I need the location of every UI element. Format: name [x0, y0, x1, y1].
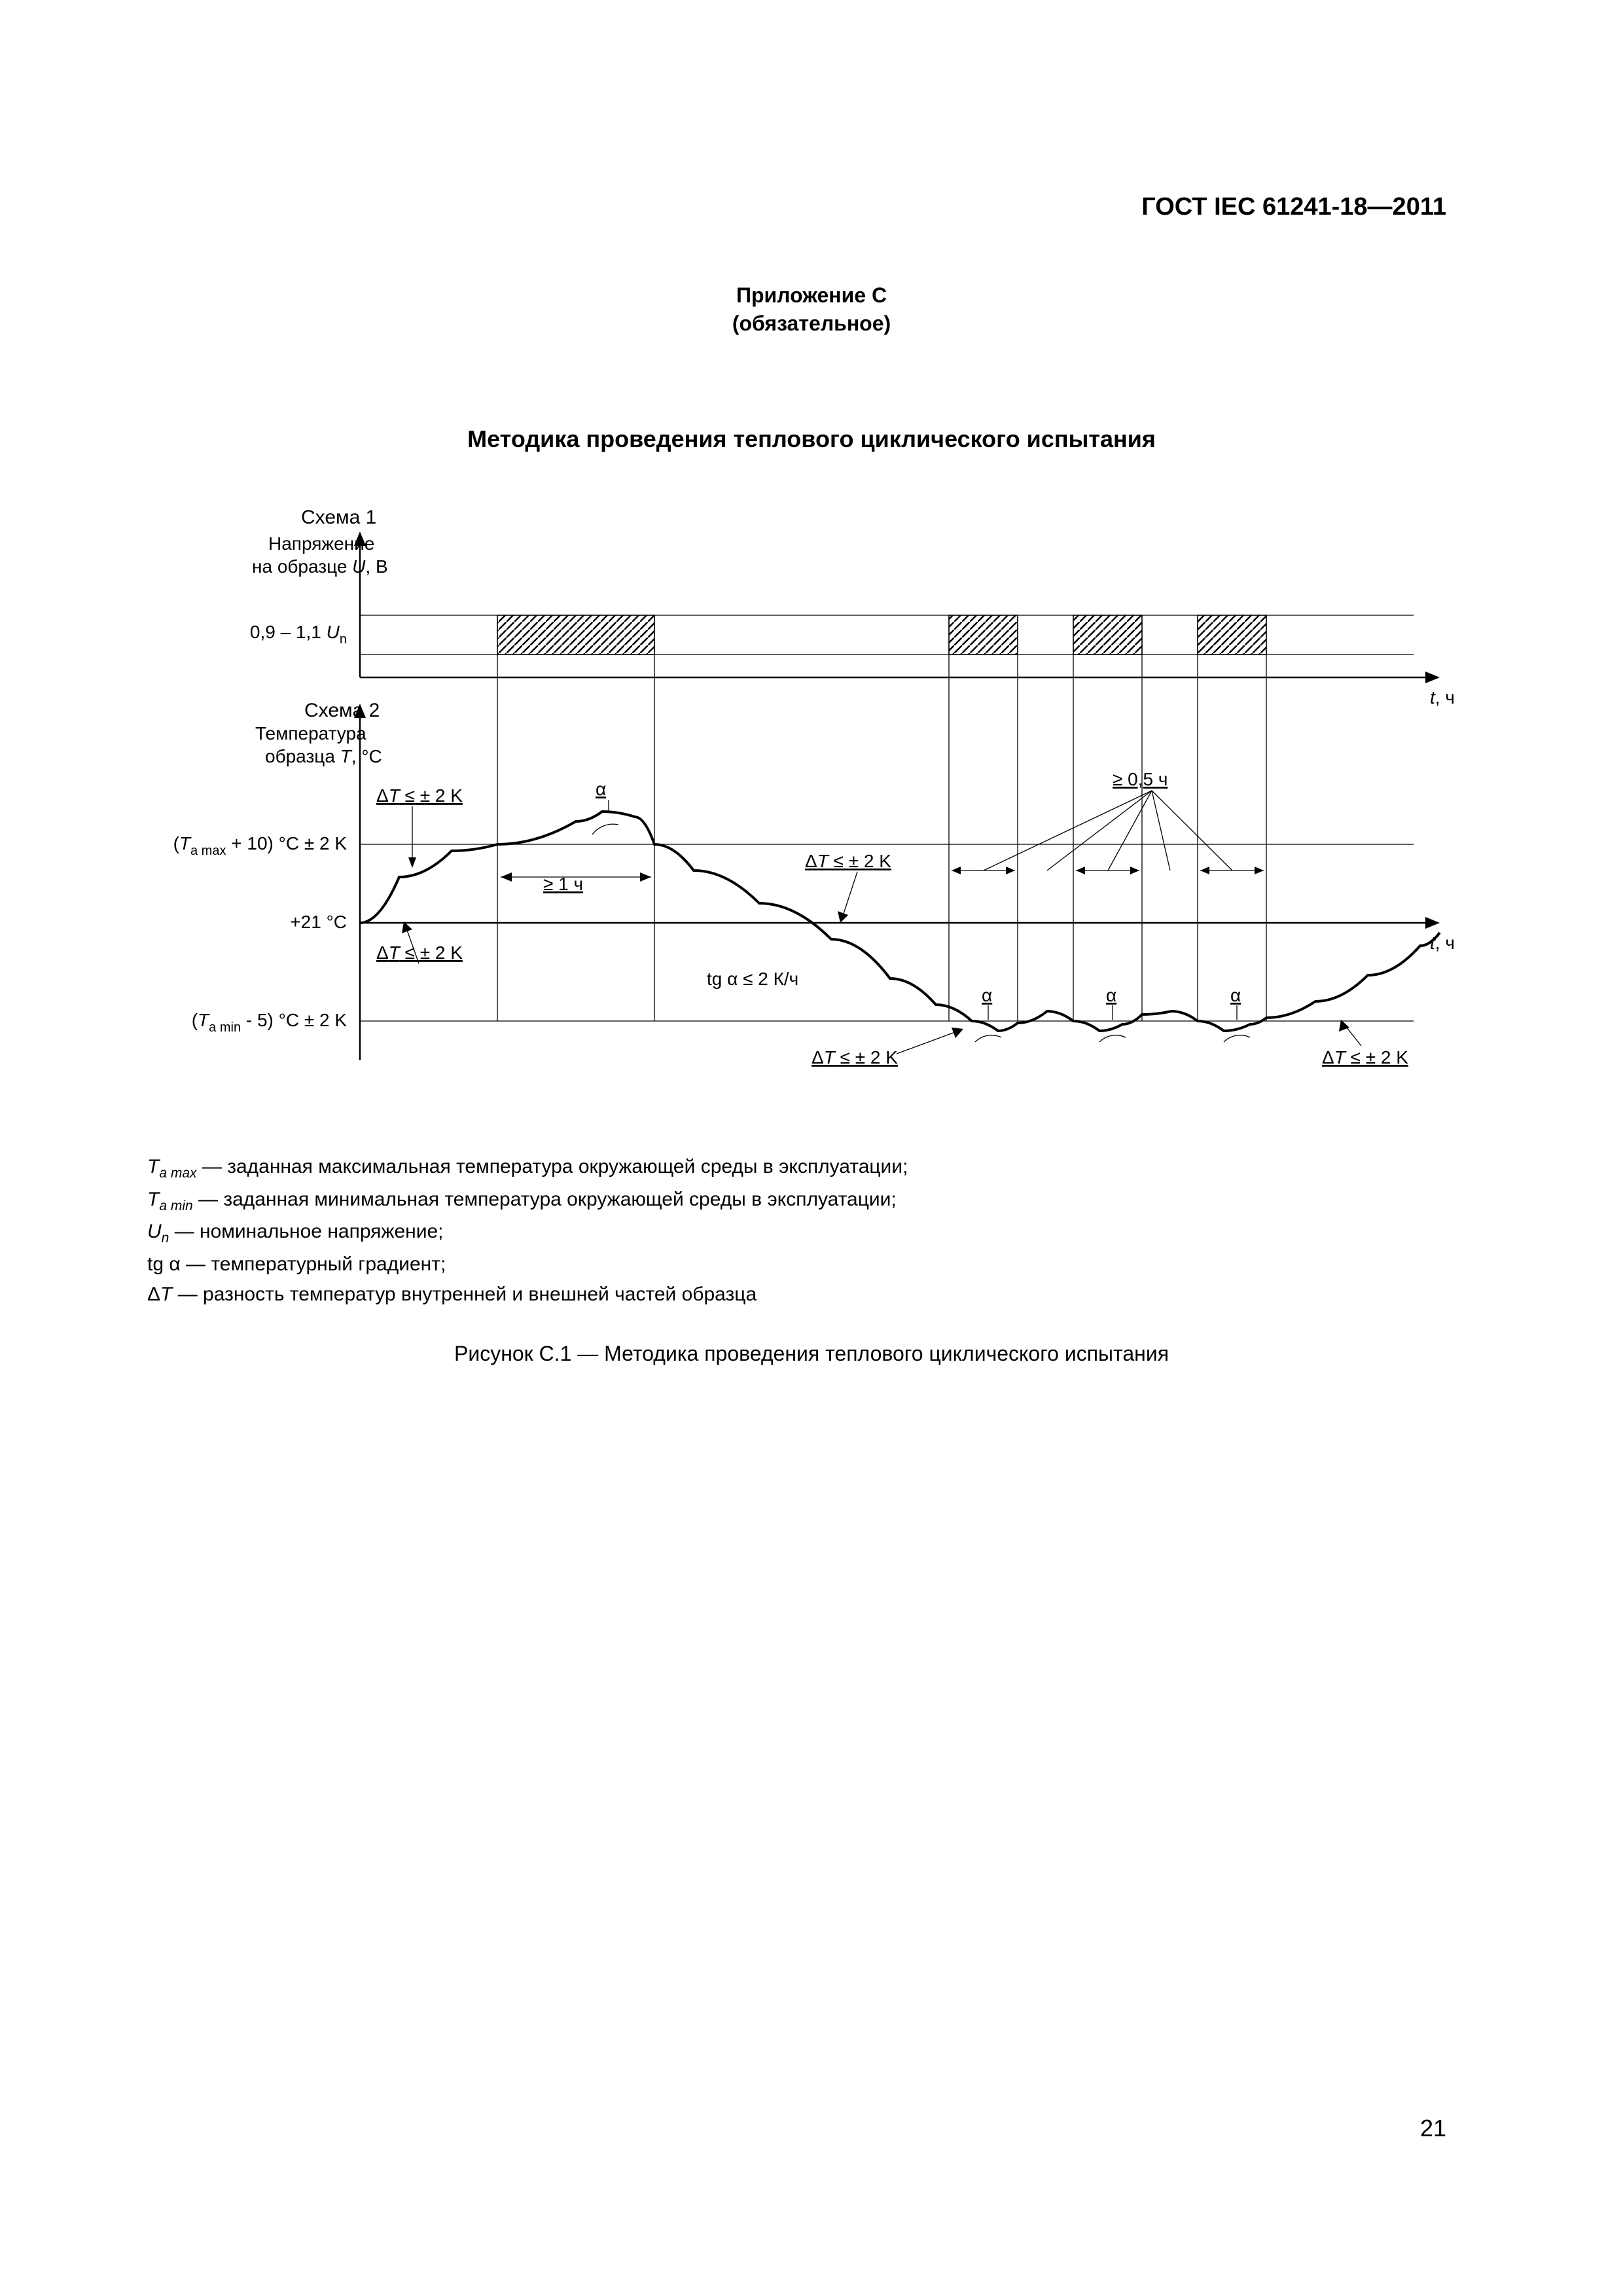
svg-text:+21 °C: +21 °C [290, 912, 347, 932]
legend-text: — заданная минимальная температура окруж… [198, 1189, 897, 1210]
svg-text:t, ч: t, ч [1430, 933, 1455, 953]
section-title: Методика проведения теплового циклическо… [0, 425, 1623, 453]
svg-text:≥ 0,5 ч: ≥ 0,5 ч [1113, 769, 1168, 789]
svg-text:Температура: Температура [255, 723, 366, 744]
svg-text:α: α [596, 779, 606, 799]
svg-text:α: α [1230, 985, 1241, 1005]
svg-text:ΔT ≤ ± 2 K: ΔT ≤ ± 2 K [376, 785, 463, 806]
legend-item: Ta min — заданная минимальная температур… [147, 1185, 1456, 1217]
legend-block: Ta max — заданная максимальная температу… [147, 1152, 1456, 1310]
legend-text: — заданная максимальная температура окру… [202, 1156, 908, 1177]
figure-caption: Рисунок C.1 — Методика проведения теплов… [0, 1342, 1623, 1366]
svg-text:t, ч: t, ч [1430, 687, 1455, 708]
svg-text:0,9 – 1,1 Un: 0,9 – 1,1 Un [250, 622, 347, 647]
legend-item: Ta max — заданная максимальная температу… [147, 1152, 1456, 1185]
thermal-cycle-diagram: Схема 1Напряжениена образце U, Вt, ч0,9 … [137, 504, 1479, 1113]
document-page: ГОСТ IEC 61241-18—2011 Приложение С (обя… [0, 0, 1623, 2296]
annex-status: (обязательное) [0, 310, 1623, 338]
svg-text:на образце U, В: на образце U, В [252, 556, 388, 577]
svg-text:Схема 1: Схема 1 [301, 507, 376, 528]
legend-text: — температурный градиент; [186, 1253, 446, 1275]
page-number: 21 [1420, 2115, 1446, 2142]
svg-text:ΔT ≤ ± 2 K: ΔT ≤ ± 2 K [376, 942, 463, 963]
svg-text:α: α [982, 985, 992, 1005]
legend-item: ΔT — разность температур внутренней и вн… [147, 1280, 1456, 1310]
legend-text: — номинальное напряжение; [175, 1221, 444, 1242]
legend-item: Un — номинальное напряжение; [147, 1217, 1456, 1249]
svg-text:(Ta min - 5) °C ± 2 K: (Ta min - 5) °C ± 2 K [192, 1010, 348, 1035]
svg-text:Схема 2: Схема 2 [304, 700, 380, 721]
svg-text:ΔT ≤ ± 2 K: ΔT ≤ ± 2 K [1322, 1047, 1408, 1067]
svg-text:α: α [1106, 985, 1116, 1005]
svg-text:(Ta max + 10) °C ± 2 K: (Ta max + 10) °C ± 2 K [173, 833, 348, 858]
svg-text:tg α ≤ 2 К/ч: tg α ≤ 2 К/ч [707, 969, 798, 989]
annex-label: Приложение С [0, 281, 1623, 310]
svg-text:образца T, °C: образца T, °C [265, 746, 382, 766]
annex-heading: Приложение С (обязательное) [0, 281, 1623, 338]
svg-text:ΔT ≤ ± 2 K: ΔT ≤ ± 2 K [812, 1047, 898, 1067]
standard-header: ГОСТ IEC 61241-18—2011 [0, 193, 1623, 221]
legend-text: — разность температур внутренней и внешн… [178, 1283, 757, 1305]
legend-item: tg α — температурный градиент; [147, 1249, 1456, 1280]
svg-text:ΔT ≤ ± 2 K: ΔT ≤ ± 2 K [805, 851, 891, 871]
